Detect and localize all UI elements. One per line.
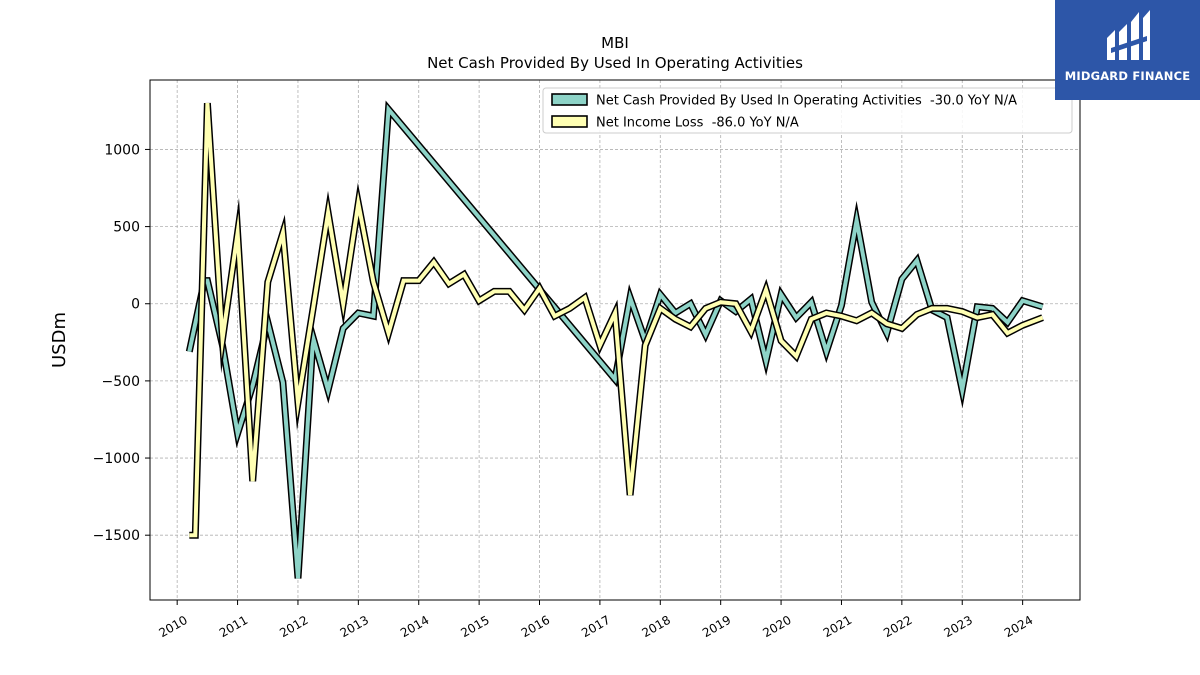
legend-item-operating-cash: Net Cash Provided By Used In Operating A… xyxy=(551,93,1017,109)
series-line-net-income-stroke xyxy=(189,102,1044,538)
x-tick-label: 2012 xyxy=(277,613,310,640)
x-tick-label: 2020 xyxy=(760,613,793,640)
series-layer xyxy=(185,100,1044,579)
y-tick-label: −1000 xyxy=(93,451,140,467)
midgard-finance-logo: MIDGARD FINANCE xyxy=(1055,0,1200,100)
x-tick-label: 2023 xyxy=(942,613,975,640)
axes: 2010 2011 2012 2013 2014 2015 2016 2017 2018 2019… xyxy=(93,142,1036,640)
midgard-logo-mark-icon xyxy=(1107,10,1150,60)
legend-swatch-net-income xyxy=(551,115,588,128)
series-line-net-income xyxy=(189,102,1044,539)
legend-label-net-income: Net Income Loss -86.0 YoY N/A xyxy=(596,116,799,131)
legend-frame xyxy=(542,87,1073,134)
y-tick-label: 500 xyxy=(113,220,140,236)
series-line-operating-cash-stroke xyxy=(187,104,1044,579)
y-axis-label: USDm xyxy=(49,312,70,368)
series-line-operating-cash xyxy=(185,100,1044,579)
x-tick-label: 2010 xyxy=(156,613,189,640)
x-tick-label: 2019 xyxy=(700,613,733,640)
legend: Net Cash Provided By Used In Operating A… xyxy=(542,87,1073,134)
legend-label-operating-cash: Net Cash Provided By Used In Operating A… xyxy=(596,94,1017,109)
x-tick-label: 2021 xyxy=(821,613,854,640)
chart-subtitle: Net Cash Provided By Used In Operating A… xyxy=(427,54,803,72)
x-tick-label: 2015 xyxy=(458,613,491,640)
x-tick-label: 2016 xyxy=(519,613,552,640)
chart-title: MBI xyxy=(601,34,629,52)
x-tick-label: 2013 xyxy=(338,613,371,640)
y-tick-label: −1500 xyxy=(93,528,140,544)
logo-text: MIDGARD FINANCE xyxy=(1064,69,1191,83)
x-tick-label: 2018 xyxy=(640,613,673,640)
x-tick-label: 2014 xyxy=(398,613,431,640)
x-tick-label: 2022 xyxy=(881,613,914,640)
y-tick-label: −500 xyxy=(102,374,140,390)
legend-item-net-income: Net Income Loss -86.0 YoY N/A xyxy=(551,115,799,131)
y-tick-label: 1000 xyxy=(104,142,140,158)
x-tick-label: 2017 xyxy=(579,613,612,640)
x-tick-label: 2011 xyxy=(217,613,250,640)
y-tick-label: 0 xyxy=(131,297,140,313)
x-tick-label: 2024 xyxy=(1002,613,1035,640)
legend-swatch-operating-cash xyxy=(551,93,588,106)
plot-frame xyxy=(149,79,1081,601)
